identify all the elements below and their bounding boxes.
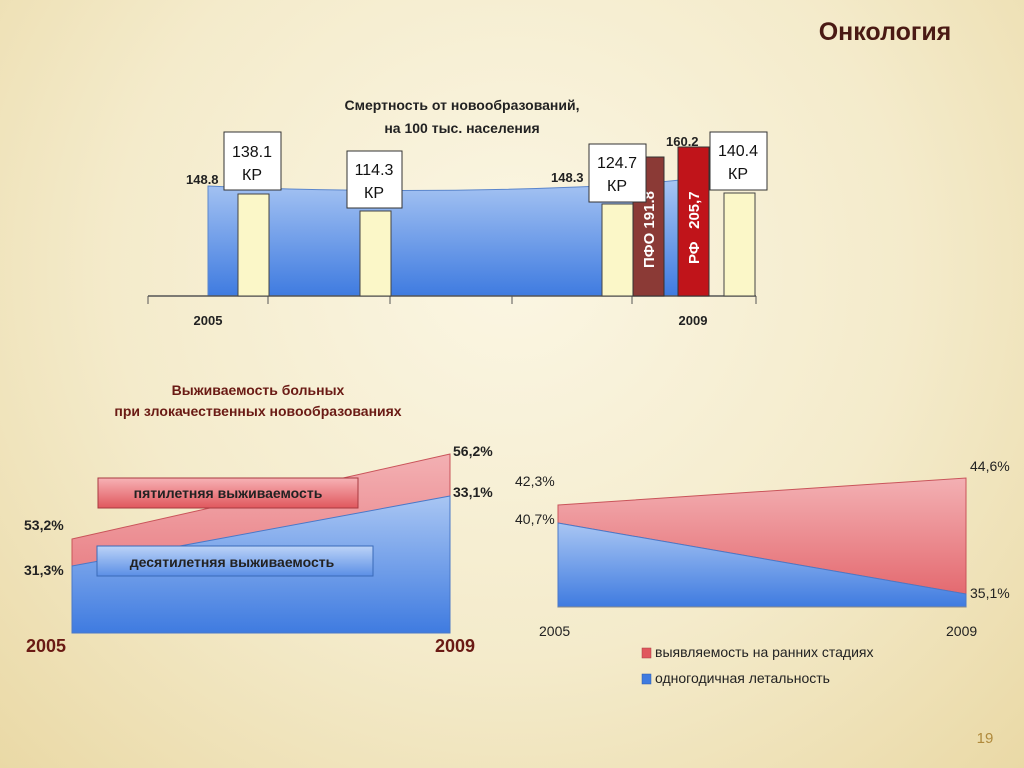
mortality-chart: Смертность от новообразований, на 100 ты…	[147, 97, 768, 328]
bar-rf-top-label: 160.2	[666, 134, 699, 149]
survival-10yr-label-2009: 33,1%	[453, 484, 493, 500]
callout-kr-2005: 138.1 КР	[223, 131, 282, 191]
survival-x-label-2005: 2005	[26, 636, 66, 656]
mortality-x-label-2009: 2009	[679, 313, 708, 328]
mortality-area-label-2005: 148.8	[186, 172, 219, 187]
tag-10yr-label: десятилетняя выживаемость	[130, 554, 335, 570]
tag-10yr: десятилетняя выживаемость	[96, 545, 374, 577]
detection-x-label-2009: 2009	[946, 623, 977, 639]
detection-red-label-2005: 42,3%	[515, 473, 555, 489]
survival-5yr-label-2009: 56,2%	[453, 443, 493, 459]
tag-5yr: пятилетняя выживаемость	[97, 477, 359, 509]
callout-unit: КР	[364, 185, 384, 202]
detection-red-label-2009: 44,6%	[970, 458, 1010, 474]
callout-unit: КР	[728, 166, 748, 183]
survival-chart: Выживаемость больных при злокачественных…	[24, 382, 493, 656]
mortality-x-label-2005: 2005	[194, 313, 223, 328]
detection-chart: 42,3% 44,6% 40,7% 35,1% 2005 2009 выявля…	[515, 458, 1010, 686]
bar-kr-2005	[237, 193, 270, 297]
detection-x-label-2005: 2005	[539, 623, 570, 639]
detection-blue-label-2009: 35,1%	[970, 585, 1010, 601]
callout-kr-2009: 124.7 КР	[588, 143, 647, 203]
legend-label-blue: одногодичная летальность	[655, 670, 830, 686]
page-title: Онкология	[818, 18, 952, 46]
page-number: 19	[976, 730, 994, 747]
legend-swatch-blue	[641, 673, 652, 685]
survival-title: Выживаемость больных	[172, 382, 345, 398]
bar-kr-2009	[601, 203, 634, 297]
survival-10yr-label-2005: 31,3%	[24, 562, 64, 578]
bar-rf-label: РФ 205,7	[686, 191, 703, 264]
callout-value: 114.3	[355, 162, 394, 179]
callout-value: 124.7	[597, 155, 637, 172]
callout-unit: КР	[607, 178, 627, 195]
mortality-area-label-2009: 148.3	[551, 170, 584, 185]
survival-5yr-label-2005: 53,2%	[24, 517, 64, 533]
mortality-title: Смертность от новообразований,	[344, 97, 579, 113]
legend-swatch-red	[641, 647, 652, 659]
bar-pfo-label: ПФО 191.8	[641, 191, 658, 268]
bar-kr-2009b	[723, 192, 756, 297]
survival-x-label-2009: 2009	[435, 636, 475, 656]
callout-unit: КР	[242, 167, 262, 184]
legend-label-red: выявляемость на ранних стадиях	[655, 644, 874, 660]
bar-rf-2009	[677, 146, 710, 297]
survival-subtitle: при злокачественных новообразованиях	[114, 403, 401, 419]
callout-kr-2009b: 140.4 КР	[709, 131, 768, 191]
callout-value: 138.1	[232, 144, 272, 161]
callout-kr-mid: 114.3 КР	[346, 150, 403, 209]
detection-blue-label-2005: 40,7%	[515, 511, 555, 527]
bar-kr-mid	[359, 210, 392, 297]
callout-value: 140.4	[718, 143, 758, 160]
mortality-subtitle: на 100 тыс. населения	[384, 120, 539, 136]
tag-5yr-label: пятилетняя выживаемость	[134, 485, 323, 501]
